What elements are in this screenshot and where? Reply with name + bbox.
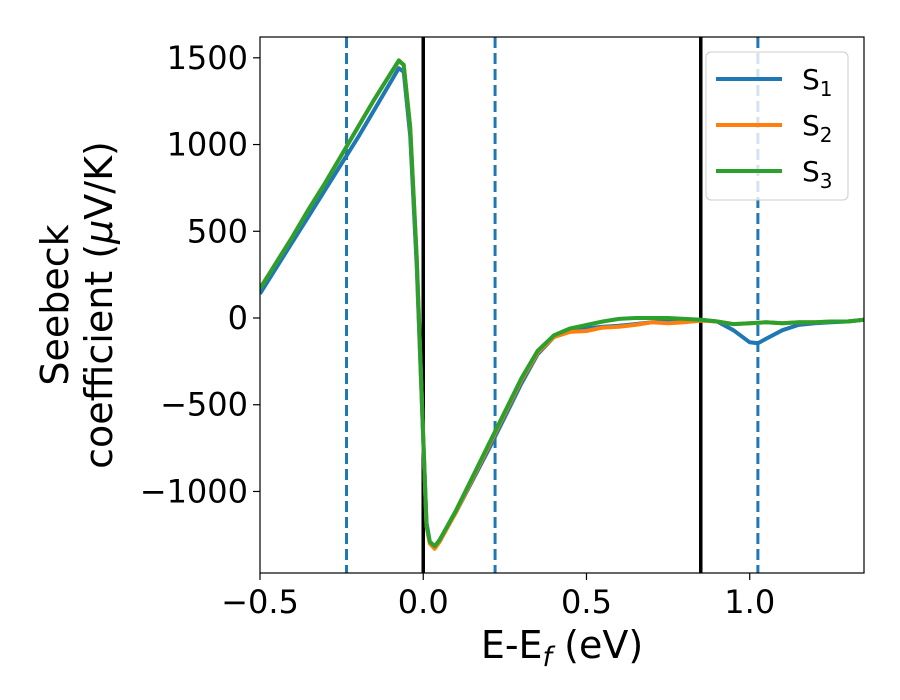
y-tick-label: −1000 bbox=[140, 472, 248, 510]
plot-frame bbox=[259, 36, 865, 574]
y-axis-ticks: 1500 1000 500 0 −500 −1000 bbox=[140, 39, 260, 510]
y-tick-label: 1000 bbox=[167, 126, 248, 164]
y-tick-label: −500 bbox=[160, 386, 248, 424]
x-axis-ticks: −0.5 0.0 0.5 1.0 bbox=[221, 573, 775, 621]
legend: S1 S2 S3 bbox=[705, 51, 849, 201]
x-tick-label: 0.5 bbox=[561, 583, 612, 621]
series-s3-line bbox=[260, 58, 864, 549]
legend-label-s3: S3 bbox=[802, 155, 833, 193]
x-tick-label: 0.0 bbox=[398, 583, 449, 621]
y-axis-label-line1: Seebeck bbox=[33, 224, 77, 385]
x-tick-label: −0.5 bbox=[221, 583, 299, 621]
series-lines bbox=[260, 58, 864, 551]
legend-label-s2: S2 bbox=[802, 109, 833, 147]
y-tick-label: 1500 bbox=[167, 39, 248, 77]
y-axis-label: Seebeck coefficient (μV/K) bbox=[33, 141, 121, 469]
legend-label-s1: S1 bbox=[802, 63, 833, 101]
y-tick-label: 0 bbox=[228, 299, 248, 337]
x-tick-label: 1.0 bbox=[724, 583, 775, 621]
y-tick-label: 500 bbox=[187, 212, 248, 250]
y-axis-label-line2: coefficient (μV/K) bbox=[77, 141, 121, 469]
x-axis-label: E-Ef (eV) bbox=[481, 623, 643, 673]
